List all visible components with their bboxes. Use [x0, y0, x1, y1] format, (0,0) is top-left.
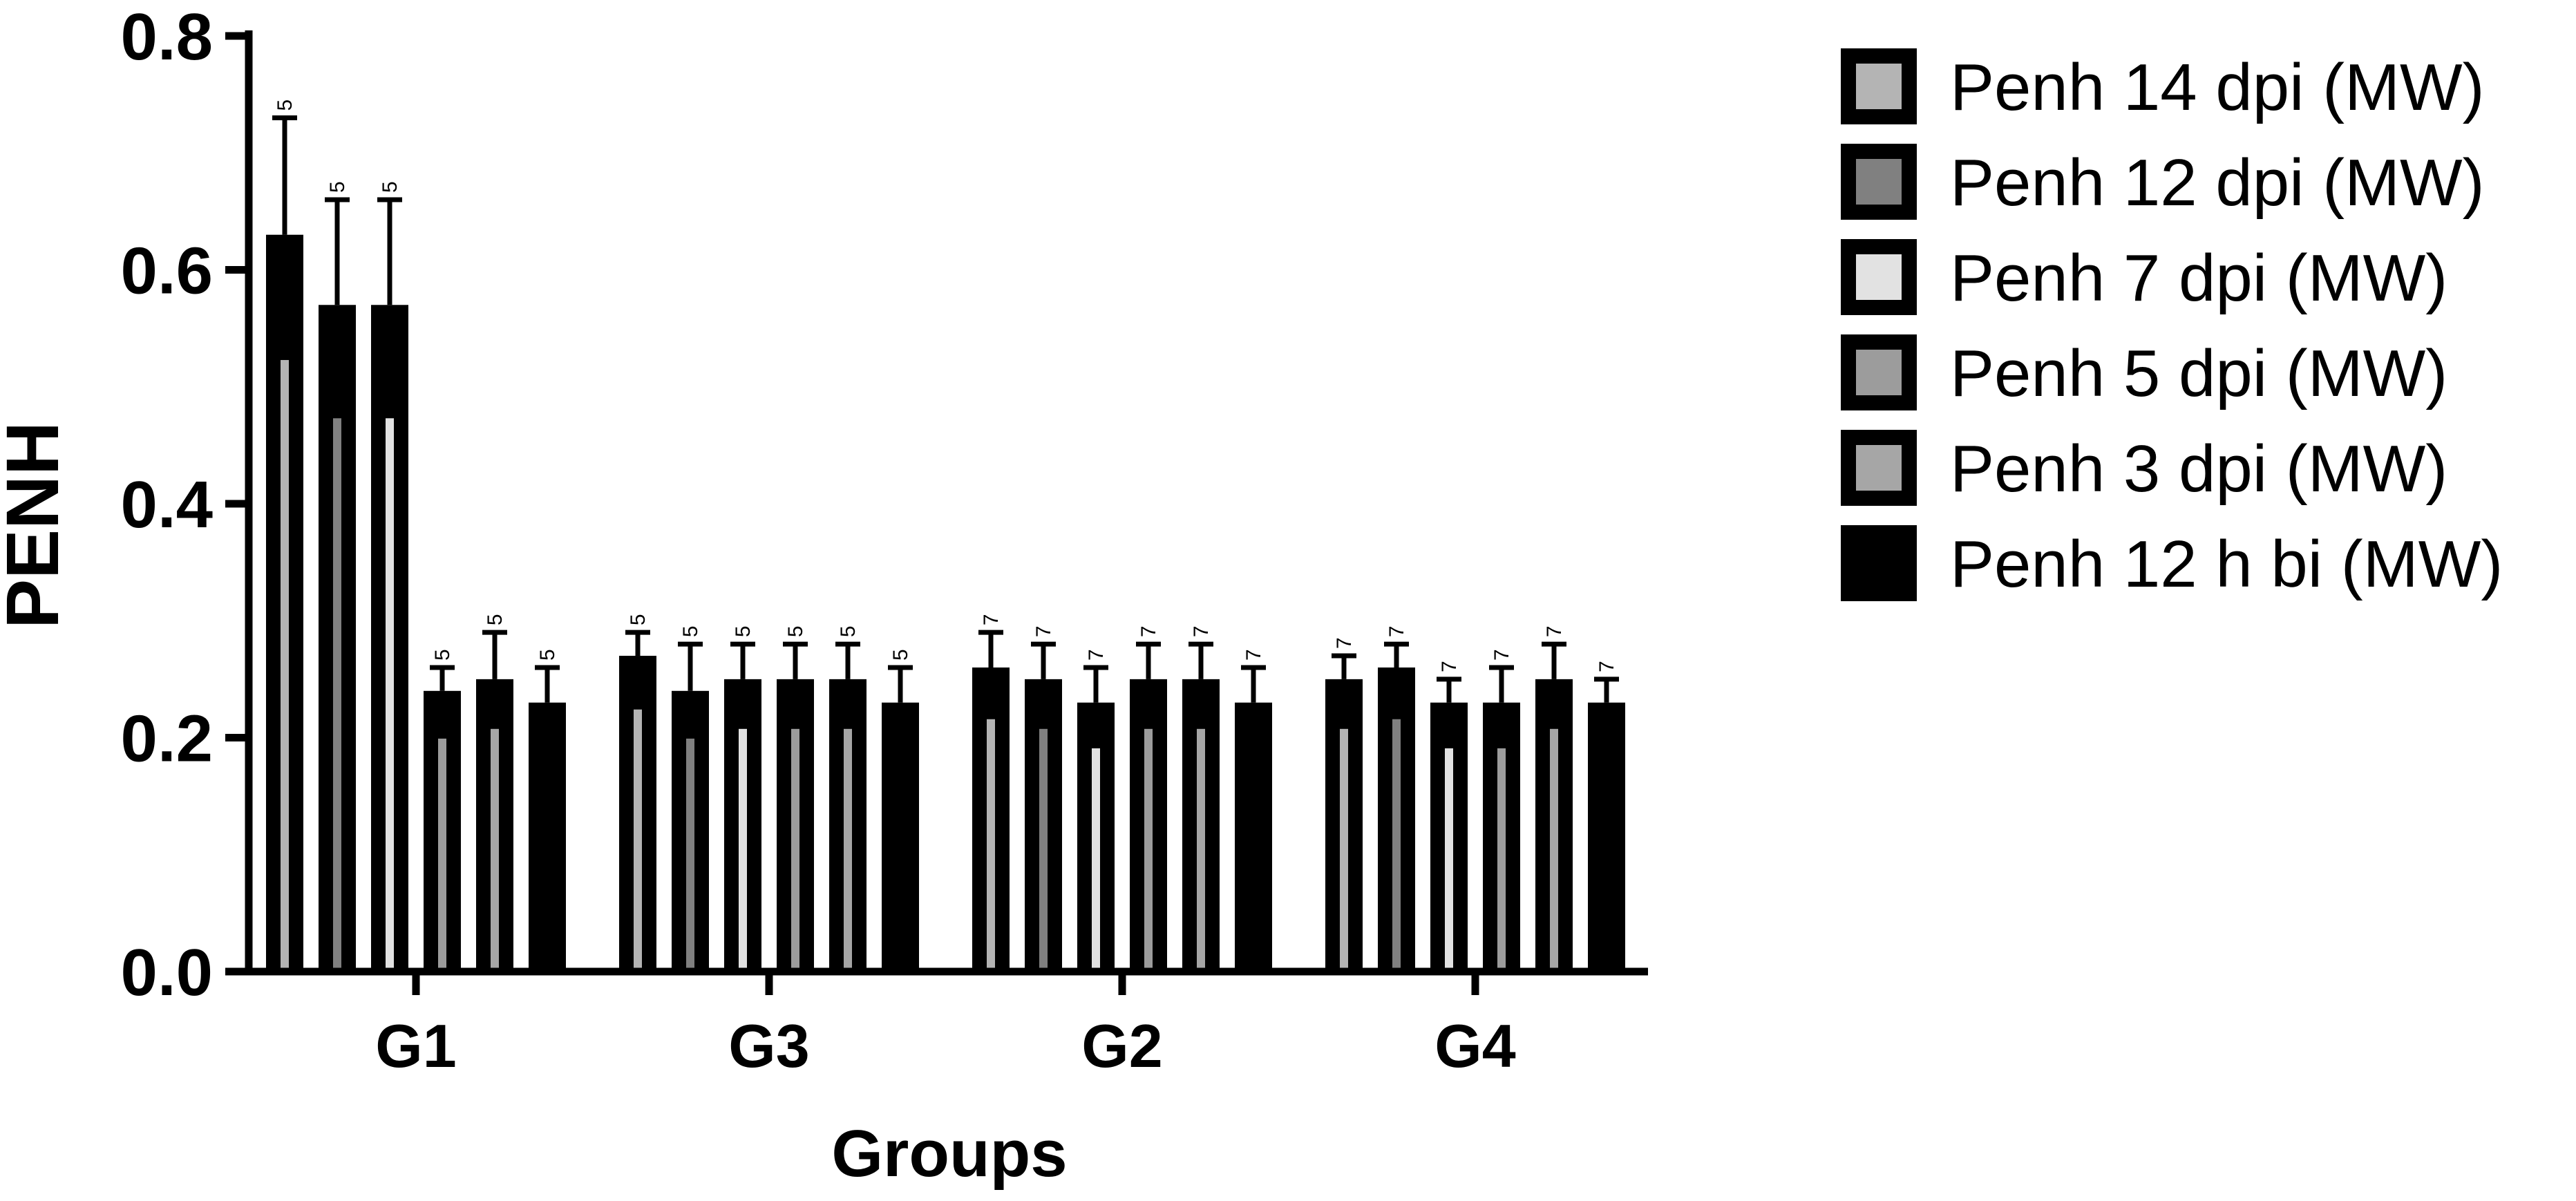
- x-tick-label: G4: [1434, 1012, 1515, 1080]
- bar-fill: [1144, 728, 1153, 972]
- data-label: 7: [1595, 661, 1618, 672]
- legend-swatch-fill: [1856, 445, 1902, 491]
- data-label: 5: [431, 649, 454, 661]
- y-axis-title: PENH: [0, 422, 74, 629]
- axes: 0.0 0.2 0.4 0.6 0.8 G1 G3 G2 G4: [121, 0, 1648, 1080]
- data-label: 7: [980, 614, 1003, 625]
- plot-area: 5 5 5 5 5 5 5 5 5 5 5 5 7 7 7 7 7 7 7 7 7 7 7 7: [266, 100, 1625, 972]
- bar-fill: [1039, 728, 1048, 972]
- data-label: 7: [1385, 625, 1408, 637]
- data-label: 5: [536, 649, 559, 661]
- data-label: 5: [889, 649, 912, 661]
- bar-fill: [333, 418, 341, 972]
- y-tick-label: 0.0: [121, 936, 213, 1010]
- legend-label: Penh 7 dpi (MW): [1950, 241, 2447, 315]
- data-label: 5: [274, 100, 296, 111]
- data-label: 5: [679, 625, 702, 637]
- bar-fill: [438, 738, 446, 972]
- bar: [1235, 702, 1272, 972]
- bar-fill: [1497, 748, 1506, 972]
- data-label: 7: [1137, 625, 1160, 637]
- legend-label: Penh 12 dpi (MW): [1950, 146, 2485, 220]
- x-axis-title: Groups: [831, 1117, 1067, 1191]
- bar-fill: [491, 728, 499, 972]
- legend-label: Penh 14 dpi (MW): [1950, 50, 2485, 124]
- data-label: 7: [1032, 625, 1055, 637]
- y-tick-label: 0.8: [121, 0, 213, 74]
- legend-label: Penh 12 h bi (MW): [1950, 527, 2503, 601]
- bar: [882, 702, 919, 972]
- data-label: 5: [627, 614, 650, 625]
- bar: [1588, 702, 1625, 972]
- data-label: 5: [784, 625, 807, 637]
- y-tick-label: 0.6: [121, 234, 213, 308]
- bar-fill: [1092, 748, 1100, 972]
- bar-fill: [1340, 728, 1348, 972]
- legend: Penh 14 dpi (MW) Penh 12 dpi (MW) Penh 7 d…: [1841, 48, 2503, 601]
- bar-fill: [386, 418, 394, 972]
- x-tick-label: G1: [375, 1012, 456, 1080]
- bar-fill: [1392, 719, 1401, 972]
- data-label: 7: [1190, 625, 1213, 637]
- bar-fill: [281, 359, 289, 972]
- bar-fill: [1445, 748, 1453, 972]
- legend-swatch-fill: [1856, 64, 1902, 109]
- bar-fill: [987, 719, 995, 972]
- data-label: 5: [837, 625, 860, 637]
- x-tick-label: G2: [1081, 1012, 1162, 1080]
- data-label: 5: [379, 181, 401, 193]
- bar-fill: [1550, 728, 1558, 972]
- y-tick-label: 0.4: [121, 468, 213, 542]
- x-tick-label: G3: [728, 1012, 809, 1080]
- data-label: 7: [1490, 649, 1513, 661]
- legend-swatch-fill: [1856, 254, 1902, 300]
- bar-fill: [1197, 728, 1205, 972]
- data-label: 5: [326, 181, 349, 193]
- bar-fill: [634, 709, 642, 972]
- legend-label: Penh 5 dpi (MW): [1950, 337, 2447, 410]
- data-label: 7: [1438, 661, 1461, 672]
- data-label: 7: [1543, 625, 1566, 637]
- data-label: 7: [1085, 649, 1108, 661]
- data-label: 5: [732, 625, 755, 637]
- data-label: 5: [484, 614, 506, 625]
- bar-fill: [739, 728, 747, 972]
- y-tick-label: 0.2: [121, 702, 213, 776]
- bar-fill: [791, 728, 799, 972]
- legend-swatch-fill: [1856, 350, 1902, 395]
- data-label: 7: [1242, 649, 1265, 661]
- legend-swatch-fill: [1856, 159, 1902, 205]
- bar: [529, 702, 566, 972]
- bar-fill: [844, 728, 852, 972]
- legend-swatch: [1841, 525, 1917, 601]
- legend-label: Penh 3 dpi (MW): [1950, 432, 2447, 506]
- bar-fill: [686, 738, 694, 972]
- data-label: 7: [1333, 637, 1356, 649]
